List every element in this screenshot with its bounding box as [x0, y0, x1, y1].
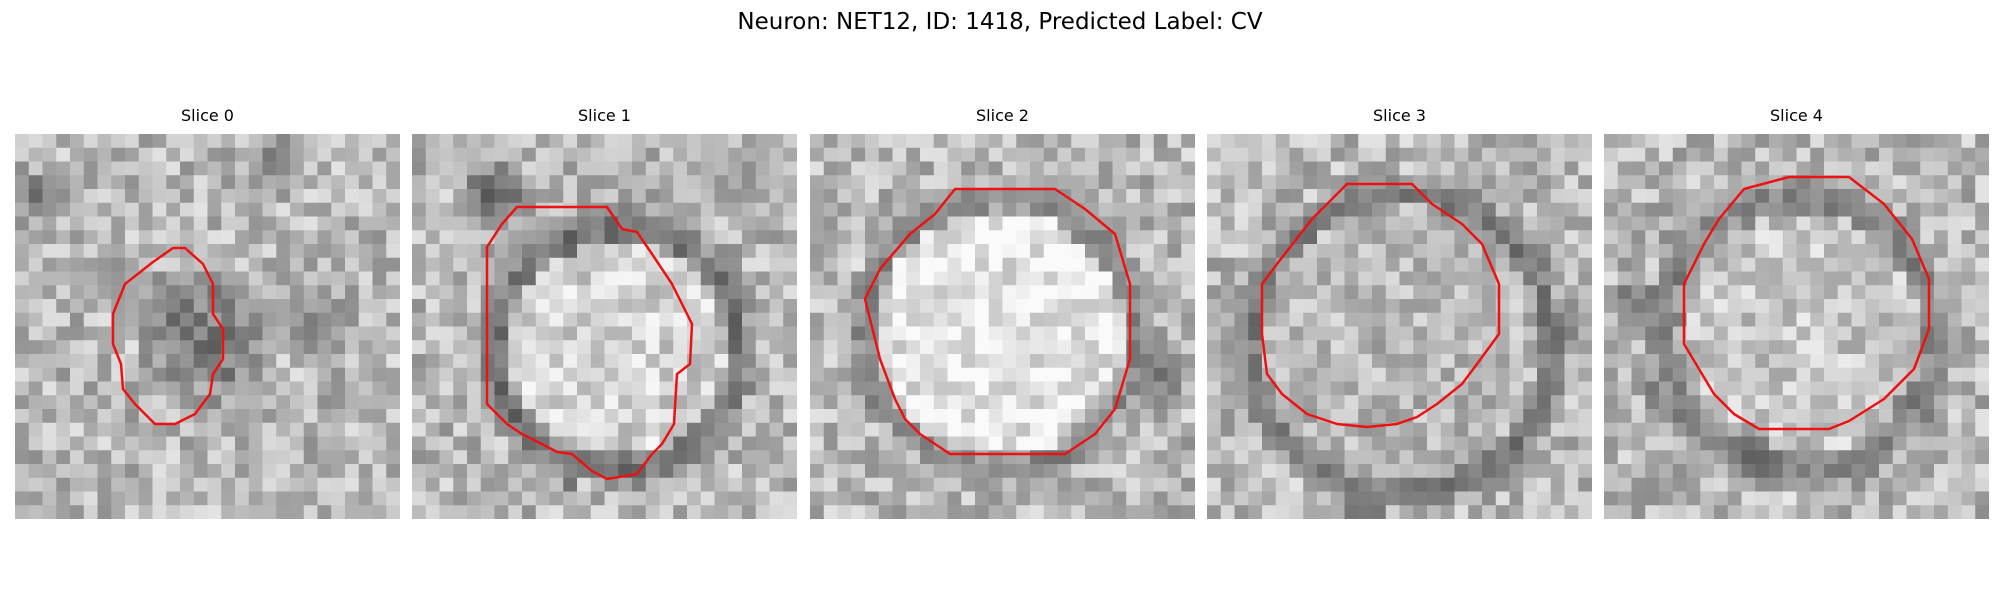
- microscopy-slice-image: [810, 134, 1195, 519]
- microscopy-slice-image: [1604, 134, 1989, 519]
- slice-title: Slice 3: [1373, 106, 1426, 125]
- slice-panel-1: Slice 1: [412, 106, 797, 519]
- figure-title: Neuron: NET12, ID: 1418, Predicted Label…: [737, 9, 1263, 35]
- slice-panel-3: Slice 3: [1207, 106, 1592, 519]
- segmentation-contour: [1682, 175, 1931, 431]
- slice-panel-2: Slice 2: [810, 106, 1195, 519]
- slice-title: Slice 1: [578, 106, 631, 125]
- slice-title: Slice 2: [976, 106, 1029, 125]
- slice-title: Slice 4: [1770, 106, 1823, 125]
- slice-panel-4: Slice 4: [1604, 106, 1989, 519]
- microscopy-slice-image: [1207, 134, 1592, 519]
- segmentation-contour: [485, 205, 694, 481]
- segmentation-contour: [1260, 182, 1501, 429]
- microscopy-slice-image: [15, 134, 400, 519]
- segmentation-contour: [111, 246, 225, 426]
- slice-title: Slice 0: [181, 106, 234, 125]
- slice-panel-0: Slice 0: [15, 106, 400, 519]
- segmentation-contour: [863, 187, 1132, 456]
- microscopy-slice-image: [412, 134, 797, 519]
